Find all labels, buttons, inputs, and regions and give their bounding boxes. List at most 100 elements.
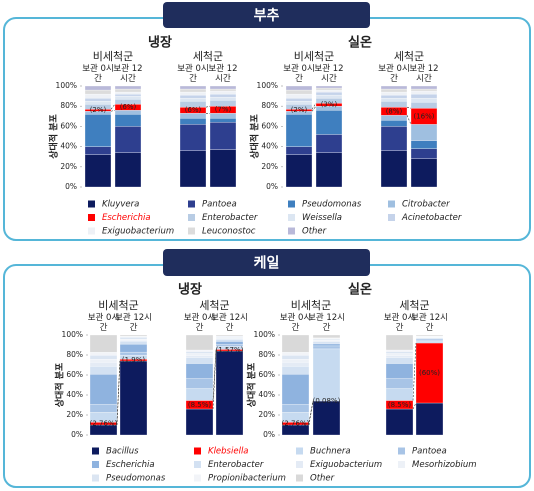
legend-label: Other [302, 227, 327, 237]
y-tick-label: 60% [258, 370, 275, 379]
value-label: (7%) [215, 106, 232, 114]
y-axis-label: 상대적 분포 [249, 114, 261, 159]
bar-segment [380, 120, 408, 127]
legend-label: Other [310, 474, 335, 484]
y-tick-label: 80% [60, 101, 77, 110]
legend-label: Bacillus [106, 447, 139, 457]
panel-title: 케일 [254, 256, 280, 272]
bar-segment [410, 93, 438, 99]
bar-segment [410, 124, 438, 141]
legend-label: Pantoea [202, 200, 237, 210]
y-tick-label: 0% [266, 182, 278, 191]
x-tick-label: 보관 12시간 [113, 64, 143, 84]
bar-segment [215, 341, 244, 345]
y-tick-label: 40% [60, 142, 77, 151]
bar-segment [119, 340, 148, 345]
connector [212, 350, 217, 410]
legend-label: Pseudomonas [302, 200, 362, 210]
y-tick-label: 20% [261, 162, 278, 171]
bar-segment [385, 349, 414, 352]
y-tick-label: 100% [62, 330, 83, 339]
panel-title: 부추 [254, 8, 280, 24]
bar-segment [114, 88, 142, 93]
panel-tab [163, 249, 370, 276]
x-tick-label: 보관 12시간 [308, 313, 345, 333]
y-tick-label: 100% [257, 81, 278, 90]
legend-swatch [88, 227, 95, 235]
bar-segment [385, 357, 414, 364]
bar-segment [179, 124, 207, 151]
bar-segment [84, 97, 112, 102]
bar-segment [385, 378, 414, 389]
group-label: 세척군 [199, 299, 229, 312]
bar-segment [209, 149, 237, 188]
bar-segment [410, 97, 438, 103]
connector [412, 402, 417, 410]
value-label: (6%) [120, 103, 137, 111]
y-tick-label: 60% [66, 370, 83, 379]
bar-segment [285, 93, 313, 99]
bar-segment [215, 334, 244, 337]
legend-label: Exiguobacterium [102, 227, 174, 237]
bar-segment [410, 90, 438, 95]
x-tick-label: 보관 0시간 [378, 64, 410, 84]
connector [116, 360, 121, 426]
bar-segment [215, 350, 244, 436]
legend-swatch [288, 200, 295, 208]
group-label: 비세척군 [98, 299, 138, 312]
x-tick-label: 보관 12시간 [211, 313, 248, 333]
x-tick-label: 보관 0시간 [183, 313, 216, 333]
y-tick-label: 80% [258, 350, 275, 359]
bar-segment [114, 95, 142, 100]
facet-title: 실온 [348, 282, 372, 298]
value-label: (2%) [90, 106, 107, 114]
legend-swatch [388, 214, 395, 221]
bar-segment [415, 340, 444, 344]
bar-segment [312, 334, 341, 339]
legend-label: Exiguobacterium [310, 460, 382, 470]
bar-segment [209, 88, 237, 92]
y-tick-label: 20% [66, 410, 83, 419]
bar-segment [315, 152, 343, 188]
value-label: (1.9%) [122, 356, 146, 364]
connector [212, 349, 217, 401]
y-tick-label: 20% [60, 162, 77, 171]
bar-segment [315, 91, 343, 96]
bar-segment [179, 118, 207, 125]
bar-segment [185, 349, 214, 352]
group-label: 비세척군 [291, 299, 331, 312]
legend-swatch [296, 447, 303, 455]
value-label: (1.57%) [216, 346, 244, 354]
value-label: (2.76%) [90, 420, 118, 428]
bar-segment [281, 404, 310, 413]
legend-label: Acinetobacter [401, 213, 462, 223]
bar-segment [209, 122, 237, 150]
connector [406, 115, 412, 125]
connector [205, 105, 211, 108]
value-label: (0.08%) [313, 397, 341, 405]
bar-segment [119, 335, 148, 338]
bar-segment [84, 101, 112, 105]
y-axis-label: 상대적 분포 [246, 362, 258, 407]
bar-segment [185, 351, 214, 354]
bar-segment [119, 360, 148, 436]
bar-segment [315, 94, 343, 99]
x-tick-label: 보관 12시간 [208, 64, 238, 84]
bar-segment [410, 148, 438, 159]
x-tick-label: 보관 12시간 [411, 313, 448, 333]
y-tick-label: 80% [66, 350, 83, 359]
legend-swatch [88, 200, 95, 208]
bar-segment [185, 353, 214, 356]
bar-segment [415, 334, 444, 337]
bar-segment [285, 89, 313, 95]
bar-segment [312, 400, 341, 436]
y-tick-label: 0% [65, 182, 77, 191]
facet-title: 냉장 [178, 282, 202, 298]
bar-segment [114, 114, 142, 127]
bar-segment [385, 353, 414, 356]
y-tick-label: 40% [261, 142, 278, 151]
y-tick-label: 100% [56, 81, 77, 90]
legend-label: Escherichia [106, 460, 155, 470]
legend-label: Pantoea [412, 447, 447, 457]
